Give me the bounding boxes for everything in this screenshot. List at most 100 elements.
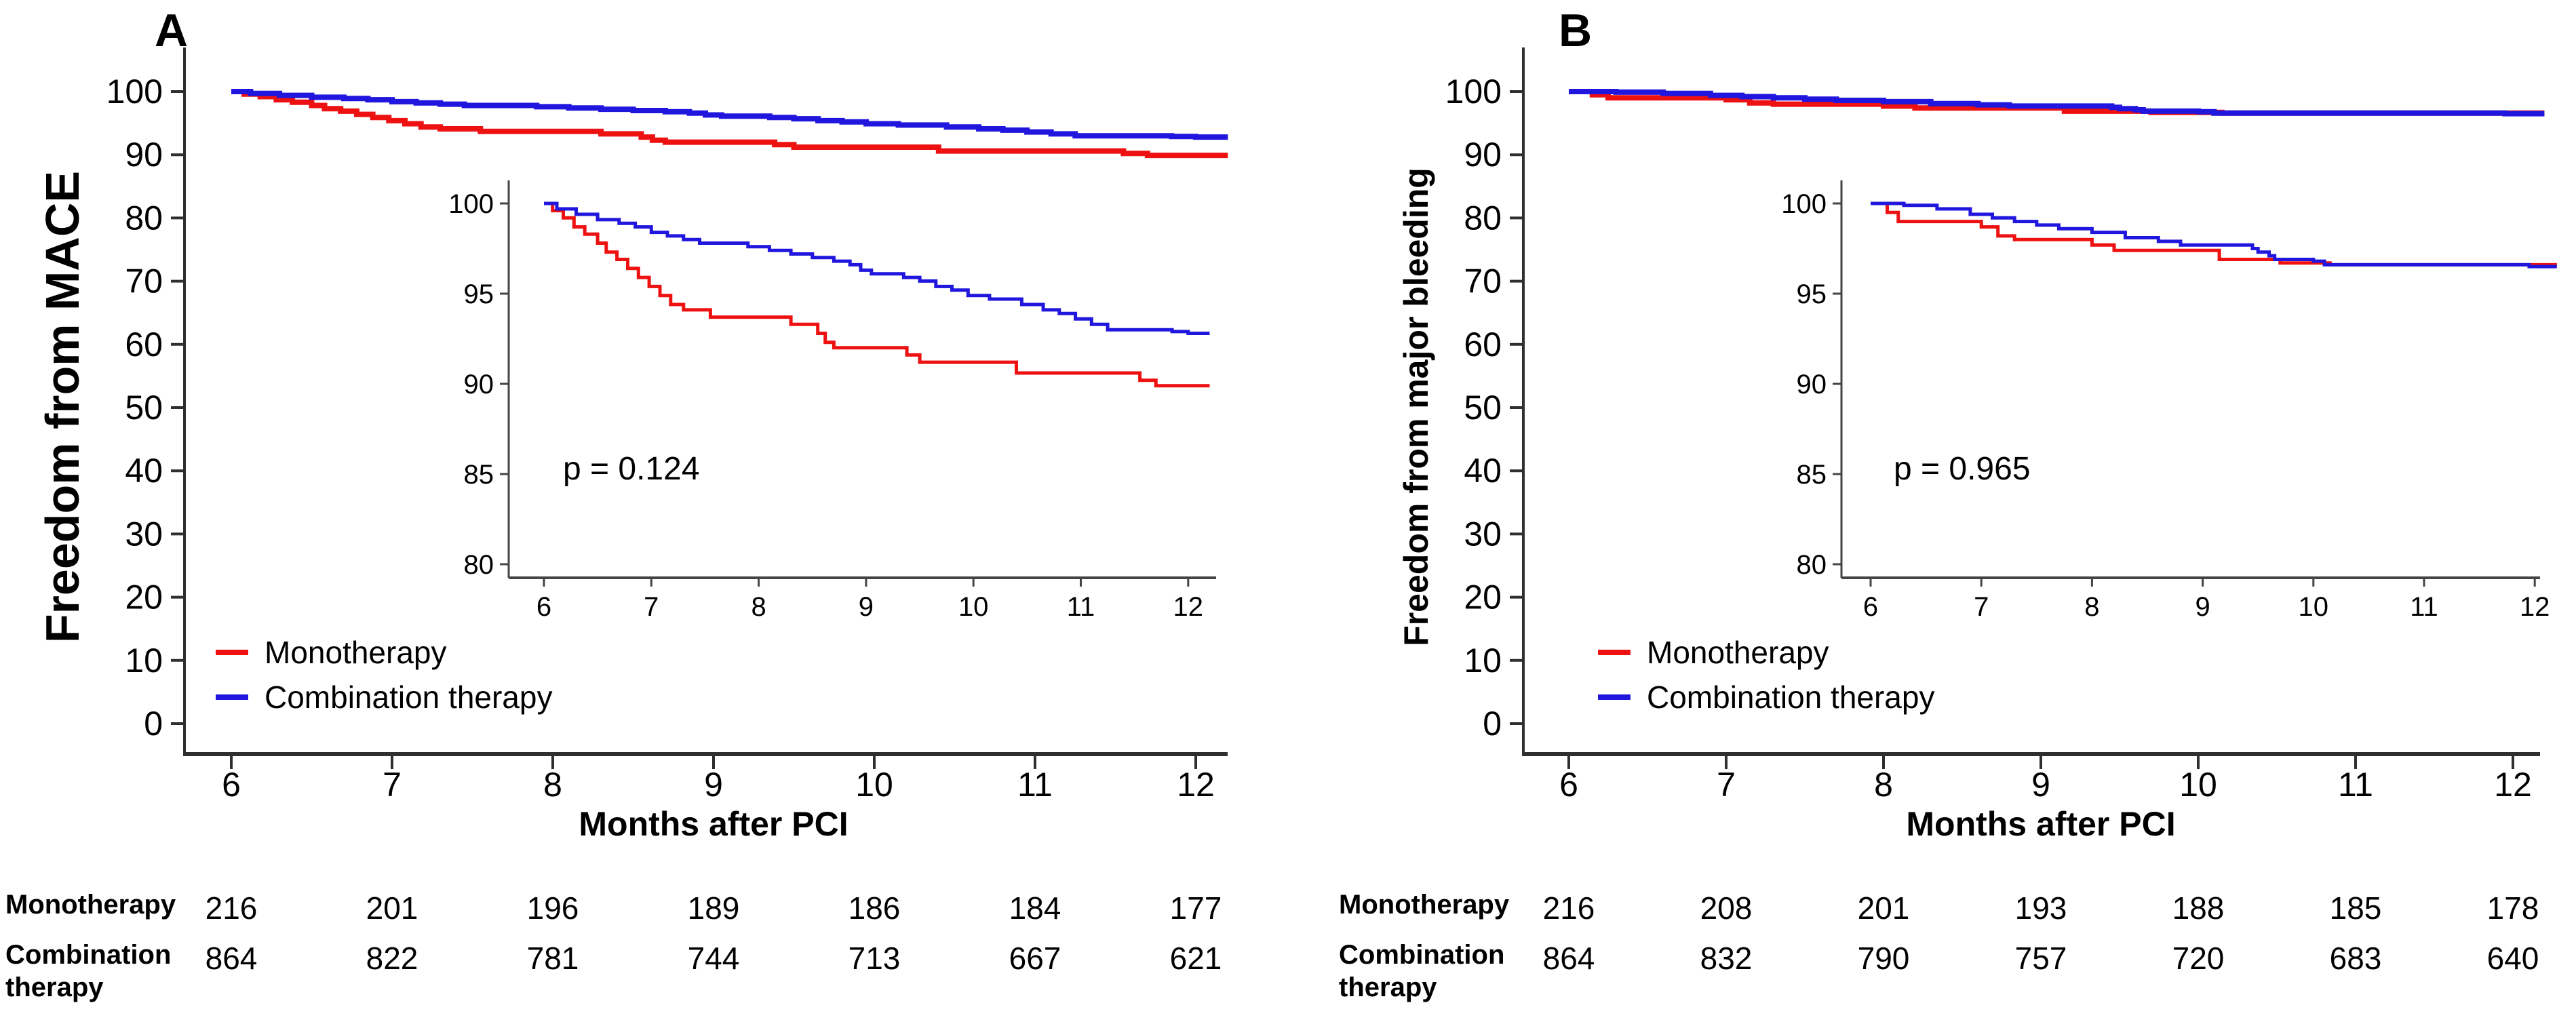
legend-label: Combination therapy [265,680,553,715]
legend-label: Monotherapy [1647,635,1829,670]
y-tick-label: 40 [125,452,163,490]
x-tick-label: 12 [1177,766,1215,804]
y-tick-label: 100 [1445,73,1502,111]
inset-x-tick-label: 6 [536,592,551,622]
panel-a-inset: 100 95 90 85 80 6 7 8 9 10 11 12 [448,180,1216,622]
inset-y-tick-label: 100 [448,189,494,219]
inset-curve-combination-therapy [544,201,1210,335]
y-tick-label: 80 [1464,199,1502,237]
panel-a-risk-row-label-monotherapy: Monotherapy [5,890,176,920]
at-risk-count: 188 [2172,890,2225,926]
at-risk-count: 667 [1009,941,1061,976]
at-risk-count: 186 [848,890,901,926]
panel-b-p-value: p = 0.965 [1894,451,2031,487]
inset-x-tick-label: 10 [2299,592,2329,622]
panel-b-letter: B [1559,5,1593,56]
at-risk-count: 832 [1700,941,1753,976]
monotherapy-line-swatch [1598,650,1631,655]
inset-x-tick-label: 12 [1173,592,1204,622]
inset-curve-monotherapy [1871,201,2557,267]
y-tick-label: 10 [125,642,163,680]
inset-x-tick-label: 11 [1067,592,1095,622]
panel-a-p-value: p = 0.124 [563,451,700,487]
y-tick-label: 60 [1464,326,1502,363]
x-tick-label: 8 [1874,766,1893,804]
at-risk-count: 757 [2014,941,2067,976]
y-tick-label: 60 [125,326,163,363]
inset-x-tick-label: 8 [2084,592,2099,622]
at-risk-count: 201 [366,890,418,926]
y-tick-label: 0 [1483,705,1502,743]
panel-a-risk-row-label-combination: Combination therapy [5,940,172,1002]
at-risk-count: 864 [205,941,258,976]
panel-a-letter: A [155,5,189,56]
y-tick-label: 20 [125,578,163,616]
y-tick-label: 50 [125,389,163,427]
panel-b-x-axis-title: Months after PCI [1906,805,2176,843]
inset-x-tick-label: 9 [859,592,874,622]
at-risk-count: 201 [1857,890,1910,926]
panel-b-y-axis-title: Freedom from major bleeding [1397,168,1435,646]
y-tick-label: 70 [1464,262,1502,300]
y-tick-label: 40 [1464,452,1502,490]
inset-x-tick-label: 7 [1974,592,1989,622]
legend-label: Monotherapy [265,635,447,670]
at-risk-count: 744 [687,941,740,976]
inset-y-tick-label: 80 [1797,550,1827,580]
y-tick-label: 80 [125,199,163,237]
at-risk-count: 822 [366,941,418,976]
x-tick-label: 11 [1017,766,1053,804]
inset-x-tick-label: 12 [2520,592,2550,622]
inset-y-tick-label: 85 [464,460,494,490]
at-risk-count: 196 [526,890,579,926]
y-tick-label: 100 [106,73,163,111]
panel-b-legend-combination: Combination therapy [1598,680,1934,715]
inset-x-tick-label: 11 [2410,592,2438,622]
at-risk-count: 216 [1542,890,1595,926]
x-tick-label: 10 [2179,766,2217,804]
inset-y-tick-label: 90 [464,370,494,399]
curve-combination-therapy [1569,89,2545,117]
inset-x-tick-label: 7 [644,592,659,622]
x-tick-label: 9 [2031,766,2050,804]
at-risk-count: 720 [2172,941,2225,976]
x-tick-label: 8 [543,766,562,804]
inset-x-tick-label: 6 [1863,592,1878,622]
inset-x-tick-label: 9 [2195,592,2210,622]
at-risk-count: 640 [2486,941,2539,976]
inset-y-tick-label: 80 [464,550,494,580]
at-risk-count: 683 [2329,941,2382,976]
y-tick-label: 90 [1464,136,1502,174]
inset-y-tick-label: 95 [464,279,494,309]
inset-y-tick-label: 95 [1797,279,1827,309]
curve-monotherapy [231,89,1228,159]
panel-a-legend-monotherapy: Monotherapy [216,635,447,670]
x-tick-label: 12 [2494,766,2532,804]
y-tick-label: 10 [1464,642,1502,680]
inset-x-tick-label: 10 [958,592,989,622]
inset-curve-combination-therapy [1871,201,2557,269]
at-risk-count: 621 [1169,941,1222,976]
panel-b-legend-monotherapy: Monotherapy [1598,635,1829,670]
panel-b-inset: 100 95 90 85 80 6 7 8 9 10 11 12 [1781,180,2557,622]
at-risk-count: 184 [1009,890,1061,926]
at-risk-count: 193 [2014,890,2067,926]
y-tick-label: 50 [1464,389,1502,427]
panel-b-risk-row-label-combination: Combination therapy [1339,940,1505,1002]
y-tick-label: 30 [125,515,163,553]
monotherapy-line-swatch [216,650,248,655]
y-tick-label: 90 [125,136,163,174]
inset-x-tick-label: 8 [751,592,766,622]
inset-curve-monotherapy [544,201,1210,388]
combination-line-swatch [216,694,248,700]
at-risk-count: 713 [848,941,901,976]
inset-y-tick-label: 85 [1797,460,1827,490]
y-tick-label: 20 [1464,578,1502,616]
combination-line-swatch [1598,694,1631,700]
at-risk-count: 781 [526,941,579,976]
x-tick-label: 9 [704,766,723,804]
